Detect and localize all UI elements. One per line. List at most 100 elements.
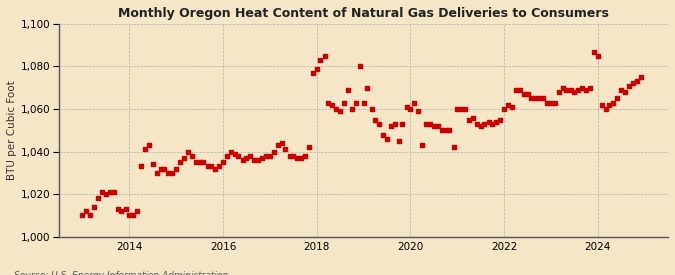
Point [378,132,389,137]
Point [217,160,228,164]
Point [389,122,400,126]
Point [273,143,284,147]
Point [572,88,583,92]
Point [280,147,291,152]
Point [335,109,346,113]
Point [261,154,271,158]
Point [561,88,572,92]
Point [475,124,486,128]
Point [514,88,525,92]
Point [616,88,626,92]
Point [202,164,213,169]
Point [175,160,186,164]
Point [612,96,623,101]
Point [620,90,630,94]
Point [444,128,455,133]
Point [249,158,260,162]
Point [128,213,138,218]
Point [522,92,533,96]
Point [151,171,162,175]
Point [136,164,146,169]
Point [319,54,330,58]
Point [303,145,314,150]
Point [230,152,240,156]
Point [394,139,404,143]
Point [104,190,115,194]
Point [343,88,354,92]
Point [101,192,111,196]
Point [425,122,435,126]
Point [537,96,548,101]
Point [214,164,225,169]
Point [635,75,646,79]
Point [221,154,232,158]
Point [241,156,252,160]
Point [132,209,142,213]
Point [179,156,190,160]
Point [311,66,322,71]
Point [81,209,92,213]
Point [409,100,420,105]
Point [315,58,326,62]
Point [452,107,462,111]
Point [432,124,443,128]
Title: Monthly Oregon Heat Content of Natural Gas Deliveries to Consumers: Monthly Oregon Heat Content of Natural G… [118,7,609,20]
Point [385,124,396,128]
Point [308,71,319,75]
Point [225,149,236,154]
Point [467,115,478,120]
Point [558,86,568,90]
Point [300,154,310,158]
Point [628,81,639,86]
Point [483,120,494,124]
Point [507,105,518,109]
Point [366,107,377,111]
Point [256,156,267,160]
Point [288,154,299,158]
Point [144,143,155,147]
Point [518,92,529,96]
Point [354,64,365,69]
Point [147,162,158,167]
Point [429,124,439,128]
Point [495,117,506,122]
Point [327,103,338,107]
Point [77,213,88,218]
Point [421,122,431,126]
Point [589,49,599,54]
Point [502,103,513,107]
Point [331,107,342,111]
Point [510,88,521,92]
Point [472,122,483,126]
Point [155,166,166,171]
Point [109,190,119,194]
Point [163,171,173,175]
Point [190,160,201,164]
Point [577,86,588,90]
Point [292,156,302,160]
Point [268,149,279,154]
Point [171,166,182,171]
Point [346,107,357,111]
Point [210,166,221,171]
Point [624,83,634,88]
Point [554,90,564,94]
Point [491,120,502,124]
Point [416,143,427,147]
Point [198,160,209,164]
Y-axis label: BTU per Cubic Foot: BTU per Cubic Foot [7,80,17,180]
Point [437,128,448,133]
Point [140,147,151,152]
Point [206,164,217,169]
Point [549,100,560,105]
Point [631,79,642,84]
Point [600,107,611,111]
Point [276,141,287,145]
Point [534,96,545,101]
Point [580,88,591,92]
Point [238,158,248,162]
Point [479,122,490,126]
Point [464,117,475,122]
Point [448,145,459,150]
Point [167,171,178,175]
